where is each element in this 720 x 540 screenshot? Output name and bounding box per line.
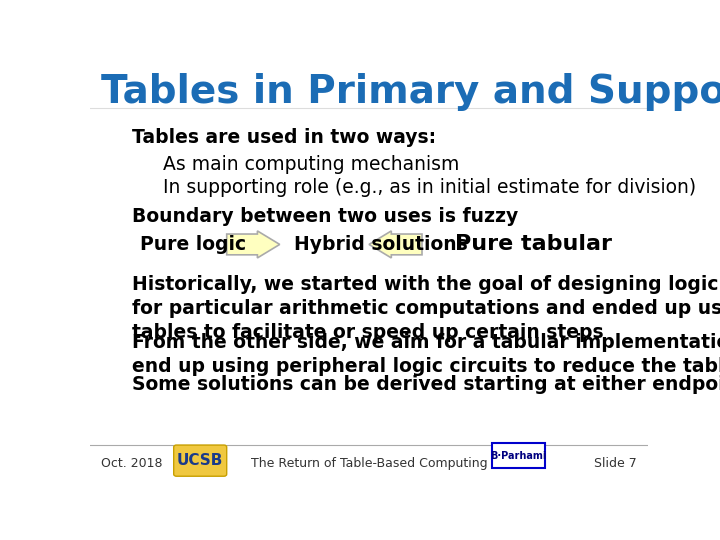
Text: Historically, we started with the goal of designing logic circuits: Historically, we started with the goal o… (132, 275, 720, 294)
Text: for particular arithmetic computations and ended up using: for particular arithmetic computations a… (132, 299, 720, 318)
Text: In supporting role (e.g., as in initial estimate for division): In supporting role (e.g., as in initial … (163, 178, 696, 197)
FancyBboxPatch shape (174, 445, 227, 476)
Text: Boundary between two uses is fuzzy: Boundary between two uses is fuzzy (132, 207, 518, 226)
Text: The Return of Table-Based Computing: The Return of Table-Based Computing (251, 457, 487, 470)
Text: Tables in Primary and Supporting Roles: Tables in Primary and Supporting Roles (101, 73, 720, 111)
Text: Slide 7: Slide 7 (594, 457, 637, 470)
Text: B·Parhami: B·Parhami (490, 451, 546, 461)
Text: Oct. 2018: Oct. 2018 (101, 457, 163, 470)
Text: tables to facilitate or speed up certain steps: tables to facilitate or speed up certain… (132, 323, 603, 342)
FancyArrow shape (227, 231, 279, 258)
Text: Hybrid solutions: Hybrid solutions (294, 235, 467, 254)
Text: As main computing mechanism: As main computing mechanism (163, 155, 459, 174)
Text: From the other side, we aim for a tabular implementation and: From the other side, we aim for a tabula… (132, 333, 720, 352)
Text: UCSB: UCSB (177, 453, 223, 468)
Text: end up using peripheral logic circuits to reduce the table size: end up using peripheral logic circuits t… (132, 357, 720, 376)
Bar (492, 443, 545, 468)
FancyArrow shape (369, 231, 422, 258)
Text: Some solutions can be derived starting at either endpoint: Some solutions can be derived starting a… (132, 375, 720, 394)
Text: Tables are used in two ways:: Tables are used in two ways: (132, 128, 436, 147)
Text: Pure tabular: Pure tabular (456, 234, 613, 254)
Text: Pure logic: Pure logic (140, 235, 246, 254)
